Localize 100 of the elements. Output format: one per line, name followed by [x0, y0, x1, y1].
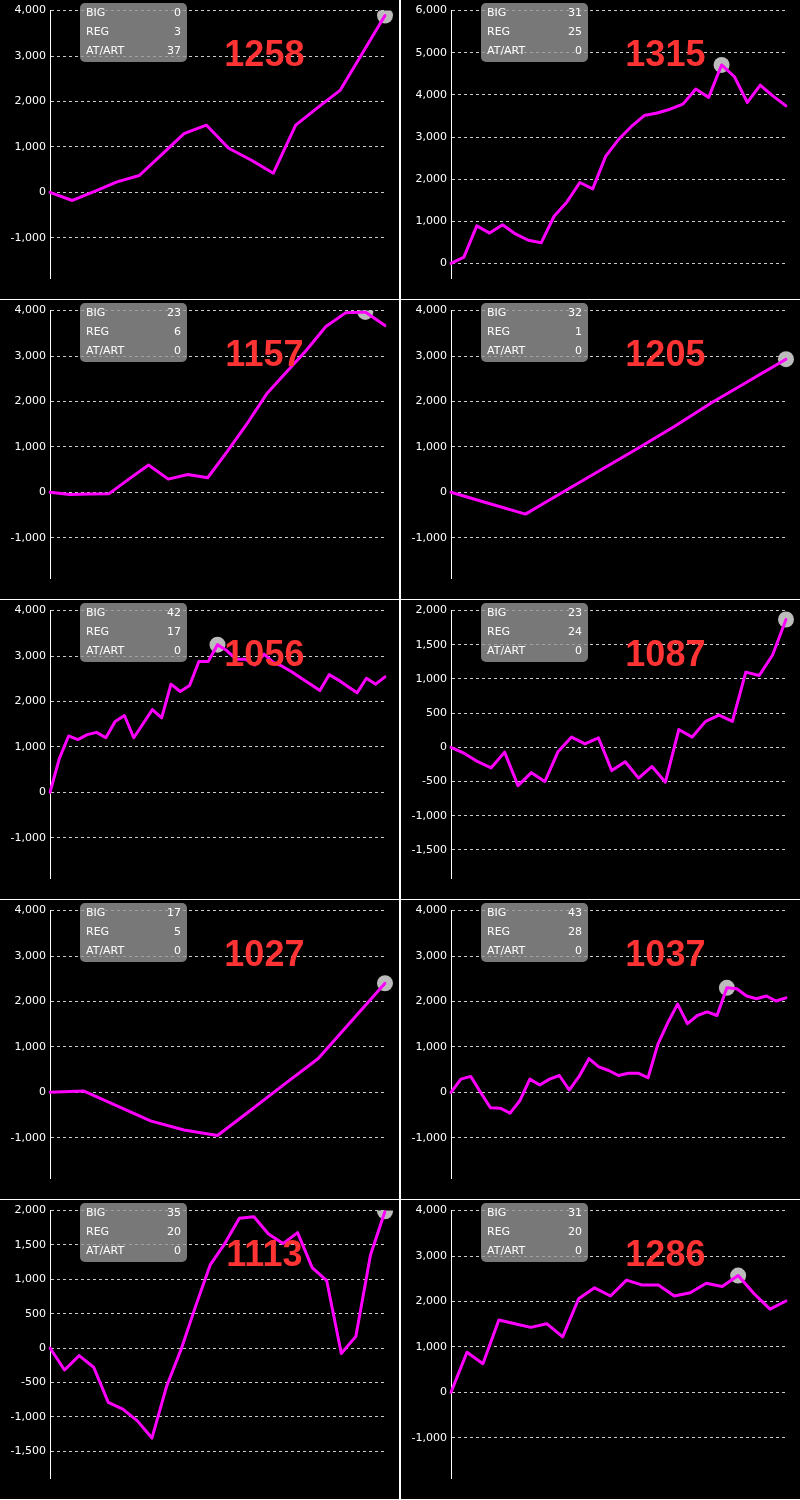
annotation: 37: [167, 43, 181, 57]
y-tick-label: -500: [21, 1375, 46, 1389]
annotation: AT/ART: [86, 1243, 125, 1257]
annotation: 20: [568, 1224, 582, 1238]
annotation: 23: [167, 305, 181, 319]
annotation: REG: [86, 324, 110, 338]
y-tick-label: 1,000: [14, 439, 46, 453]
annotation: REG: [86, 624, 110, 638]
y-tick-label: 3,000: [14, 948, 46, 962]
annotation: 35: [167, 1205, 181, 1219]
annotation: 6: [174, 324, 181, 338]
text: 1027: [224, 932, 305, 974]
text: 1205: [625, 332, 706, 374]
annotation: 1: [575, 324, 582, 338]
y-tick-label: 1,500: [415, 637, 447, 651]
annotation: 23: [568, 605, 582, 619]
annotation: 28: [568, 924, 582, 938]
y-tick-label: 4,000: [415, 303, 447, 317]
y-tick-label: 2,000: [415, 994, 447, 1008]
y-tick-label: 2,000: [415, 603, 447, 617]
annotation: REG: [86, 924, 110, 938]
annotation: 0: [174, 943, 181, 957]
annotation: REG: [487, 24, 511, 38]
annotation: AT/ART: [86, 943, 125, 957]
y-tick-label: 0: [39, 1085, 46, 1099]
text: 1113: [226, 1232, 303, 1274]
y-tick-label: 0: [440, 1385, 447, 1399]
annotation: 24: [568, 624, 582, 638]
y-tick-label: 0: [440, 740, 447, 754]
annotation: 20: [167, 1224, 181, 1238]
annotation: REG: [86, 24, 110, 38]
annotation: BIG: [86, 1205, 106, 1219]
annotation: AT/ART: [86, 343, 125, 357]
y-tick-label: 1,000: [415, 1339, 447, 1353]
y-tick-label: -1,000: [10, 530, 46, 544]
y-tick-label: 4,000: [415, 87, 447, 101]
y-tick-label: 1,000: [415, 439, 447, 453]
y-tick-label: 1,000: [415, 1039, 447, 1053]
y-tick-label: 3,000: [415, 948, 447, 962]
text: 1258: [224, 32, 305, 74]
y-tick-label: -1,500: [10, 1443, 46, 1457]
text: 1286: [625, 1232, 706, 1274]
y-tick-label: -500: [422, 774, 447, 788]
text: 1157: [225, 332, 304, 374]
y-tick-label: 3,000: [415, 129, 447, 143]
y-tick-label: 3,000: [14, 648, 46, 662]
annotation: 0: [174, 1243, 181, 1257]
y-tick-label: 0: [39, 1340, 46, 1354]
y-tick-label: 3,000: [415, 348, 447, 362]
y-tick-label: 3,000: [415, 1248, 447, 1262]
y-tick-label: 2,000: [14, 994, 46, 1008]
y-tick-label: -1,500: [411, 842, 447, 856]
y-tick-label: 2,000: [14, 394, 46, 408]
text: 1087: [625, 632, 706, 674]
annotation: AT/ART: [86, 43, 125, 57]
annotation: 43: [568, 905, 582, 919]
y-tick-label: 0: [440, 256, 447, 270]
y-tick-label: 0: [39, 785, 46, 799]
y-tick-label: 0: [440, 485, 447, 499]
annotation: 0: [575, 43, 582, 57]
annotation: 17: [167, 905, 181, 919]
annotation: 25: [568, 24, 582, 38]
y-tick-label: 0: [39, 485, 46, 499]
y-tick-label: 2,000: [415, 1294, 447, 1308]
annotation: BIG: [487, 5, 507, 19]
annotation: BIG: [86, 905, 106, 919]
y-tick-label: 1,000: [14, 1272, 46, 1286]
annotation: 31: [568, 1205, 582, 1219]
annotation: REG: [487, 324, 511, 338]
y-tick-label: 500: [25, 1306, 46, 1320]
annotation: 42: [167, 605, 181, 619]
y-tick-label: 2,000: [14, 694, 46, 708]
y-tick-label: -1,000: [10, 830, 46, 844]
y-tick-label: 2,000: [14, 1203, 46, 1217]
annotation: 32: [568, 305, 582, 319]
y-tick-label: 2,000: [415, 172, 447, 186]
text: 1037: [625, 932, 706, 974]
annotation: REG: [487, 924, 511, 938]
y-tick-label: 1,000: [415, 671, 447, 685]
y-tick-label: 1,000: [14, 739, 46, 753]
y-tick-label: -1,000: [10, 230, 46, 244]
annotation: 31: [568, 5, 582, 19]
annotation: 0: [575, 1243, 582, 1257]
y-tick-label: 1,000: [14, 139, 46, 153]
annotation: AT/ART: [487, 343, 526, 357]
annotation: BIG: [86, 5, 106, 19]
annotation: AT/ART: [86, 643, 125, 657]
y-tick-label: 4,000: [415, 1203, 447, 1217]
y-tick-label: 6,000: [415, 3, 447, 17]
y-tick-label: 1,000: [14, 1039, 46, 1053]
text: 1315: [625, 32, 706, 74]
annotation: BIG: [487, 1205, 507, 1219]
y-tick-label: 4,000: [14, 903, 46, 917]
annotation: REG: [487, 1224, 511, 1238]
y-tick-label: 1,000: [415, 214, 447, 228]
y-tick-label: 500: [426, 706, 447, 720]
y-tick-label: 4,000: [415, 903, 447, 917]
y-tick-label: 0: [39, 185, 46, 199]
annotation: 0: [575, 343, 582, 357]
annotation: AT/ART: [487, 1243, 526, 1257]
